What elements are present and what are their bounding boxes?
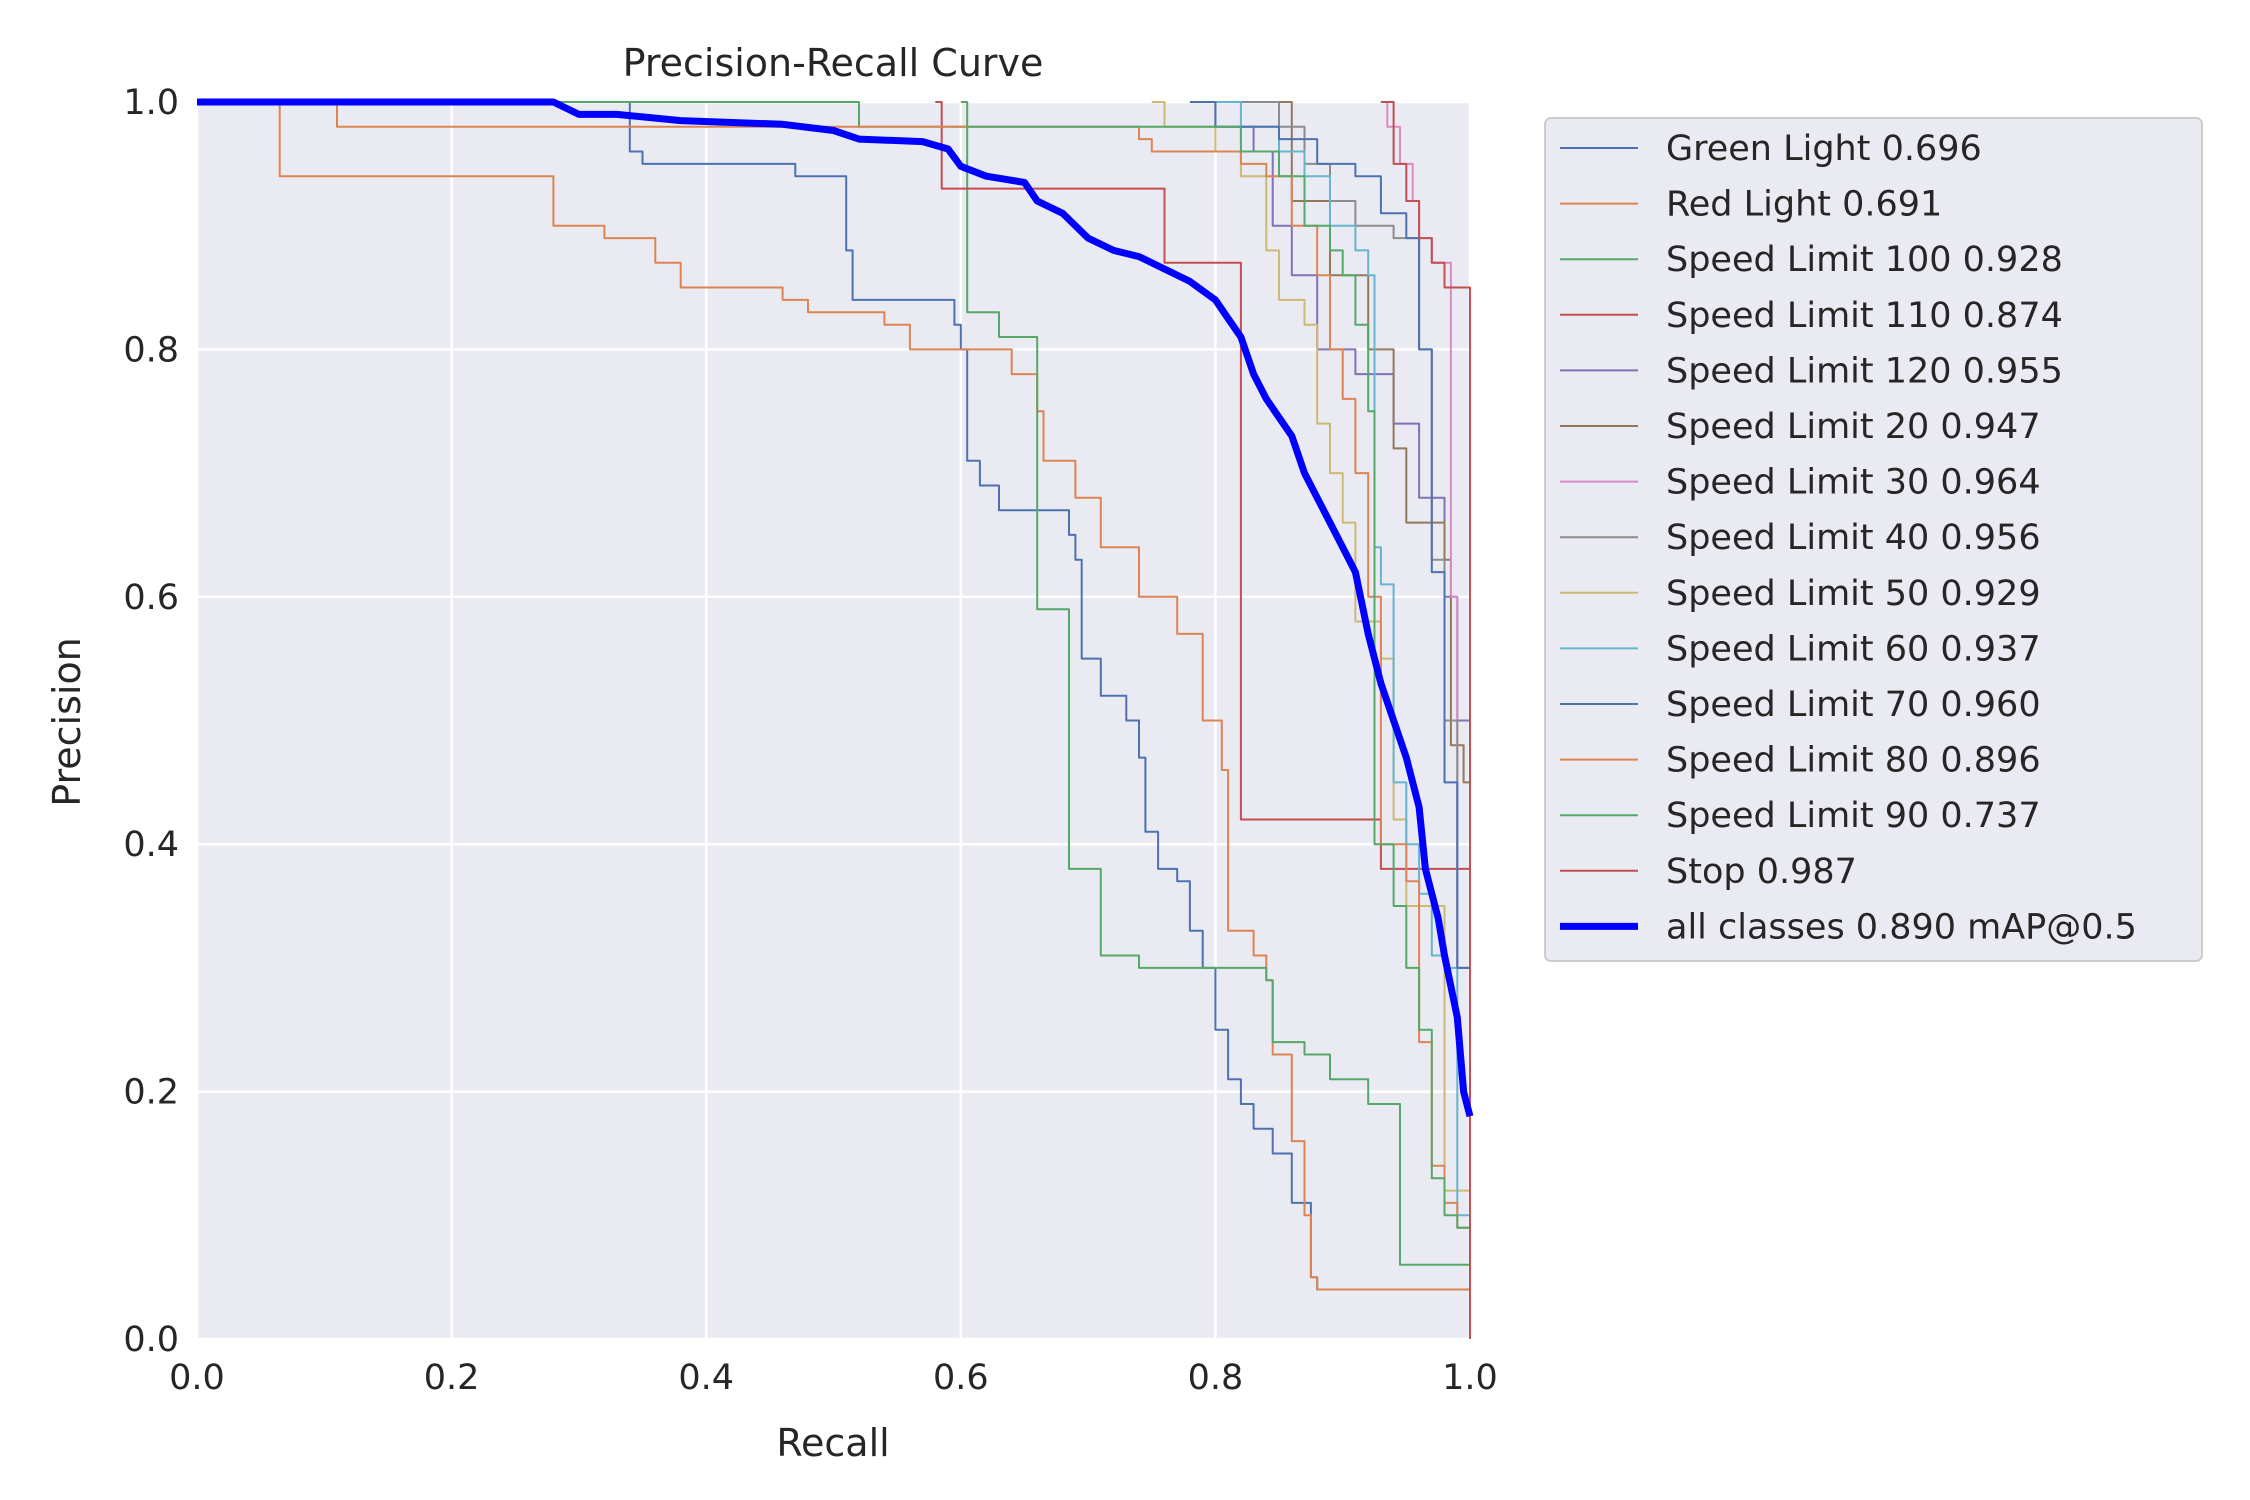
series-line-speed-limit-90-0-737	[960, 101, 1471, 1339]
legend-entry: Red Light 0.691	[1666, 185, 1942, 225]
x-tick-label: 0.2	[424, 1358, 480, 1398]
x-tick-label: 0.4	[678, 1358, 734, 1398]
legend-entry: Speed Limit 110 0.874	[1666, 296, 2063, 336]
legend-entry: Speed Limit 90 0.737	[1666, 796, 2041, 836]
series-line-green-light-0-696	[197, 101, 1471, 1339]
legend-entry: Speed Limit 30 0.964	[1666, 463, 2041, 503]
y-tick-label: 0.8	[123, 330, 179, 370]
series-line-speed-limit-100-0-928	[197, 101, 1471, 1339]
series-line-speed-limit-110-0-874	[935, 101, 1471, 1339]
grid-lines	[195, 100, 1472, 1341]
y-tick-label: 0.0	[123, 1320, 179, 1360]
series-line-all-classes-0-890-map-0-5	[197, 98, 1474, 1118]
series-line-red-light-0-691	[197, 101, 1471, 1339]
series-line-stop-0-987	[1380, 101, 1471, 1339]
x-tick-label: 0.6	[933, 1358, 989, 1398]
legend: Green Light 0.696 Red Light 0.691 Speed Li…	[1544, 117, 2203, 962]
legend-entry: Speed Limit 60 0.937	[1666, 629, 2041, 669]
legend-entry: Speed Limit 40 0.956	[1666, 518, 2041, 558]
legend-entry: Stop 0.987	[1666, 852, 1857, 892]
legend-entry: Speed Limit 80 0.896	[1666, 741, 2041, 781]
legend-frame	[1544, 117, 2203, 962]
y-tick-label: 0.2	[123, 1073, 179, 1113]
x-tick-label: 1.0	[1442, 1358, 1498, 1398]
tick-labels: 0.0 0.2 0.4 0.6 0.8 1.0 0.0 0.2 0.4 0.6 0.8 1.0	[123, 83, 1498, 1398]
chart-title: Precision-Recall Curve	[623, 41, 1044, 85]
y-tick-label: 1.0	[123, 83, 179, 123]
legend-entry: Speed Limit 120 0.955	[1666, 351, 2063, 391]
y-tick-label: 0.4	[123, 825, 179, 865]
legend-entry: Speed Limit 70 0.960	[1666, 685, 2041, 725]
legend-entry: Speed Limit 20 0.947	[1666, 407, 2041, 447]
series-lines	[197, 98, 1474, 1339]
legend-entry: Speed Limit 50 0.929	[1666, 574, 2041, 614]
y-tick-label: 0.6	[123, 578, 179, 618]
legend-entry: Speed Limit 100 0.928	[1666, 240, 2063, 280]
x-axis-title: Recall	[776, 1421, 889, 1465]
legend-entry: Green Light 0.696	[1666, 129, 1982, 169]
legend-entry: all classes 0.890 mAP@0.5	[1666, 907, 2137, 947]
y-axis-title: Precision	[45, 637, 89, 807]
plot-background	[197, 102, 1470, 1339]
x-tick-label: 0.8	[1188, 1358, 1244, 1398]
series-line-speed-limit-70-0-960	[1189, 101, 1471, 1339]
x-tick-label: 0.0	[169, 1358, 225, 1398]
